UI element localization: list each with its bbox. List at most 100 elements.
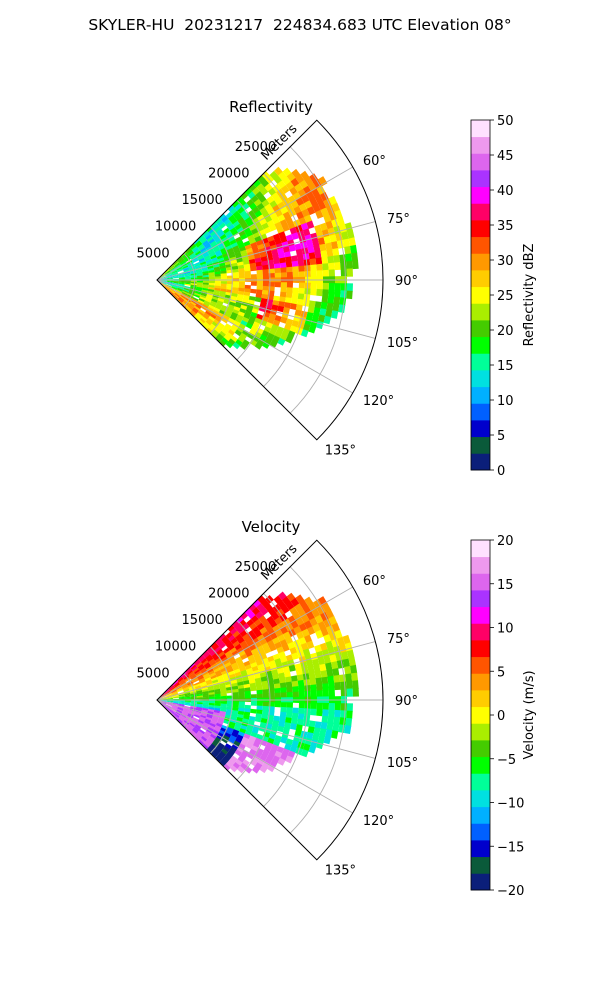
field-cell (182, 686, 189, 691)
field-cell (183, 255, 190, 260)
field-cell (259, 252, 267, 258)
field-cell (178, 283, 185, 286)
field-cell (261, 680, 268, 686)
field-cell (295, 304, 303, 312)
field-cell (242, 256, 249, 262)
field-cell (184, 696, 191, 699)
field-cell (237, 755, 245, 763)
field-cell (170, 288, 176, 293)
field-cell (309, 678, 317, 686)
field-cell (230, 627, 238, 635)
field-cell (219, 653, 227, 660)
field-cell (323, 735, 332, 745)
field-cell (236, 239, 244, 246)
field-cell (306, 240, 314, 248)
field-cell (323, 235, 332, 245)
field-cell (198, 245, 206, 251)
field-cell (169, 686, 175, 691)
field-cell (331, 730, 339, 739)
field-cell (298, 265, 305, 273)
field-cell (176, 709, 183, 713)
field-cell (177, 707, 184, 710)
field-cell (221, 250, 228, 256)
field-cell (166, 697, 173, 699)
field-cell (297, 259, 305, 267)
field-cell (207, 737, 214, 744)
colorbar-segment (471, 840, 490, 858)
field-cell (197, 299, 205, 305)
field-cell (207, 265, 214, 270)
field-cell (181, 723, 187, 729)
field-cell (205, 739, 212, 746)
field-cell (232, 210, 241, 218)
field-cell (331, 202, 341, 213)
field-cell (199, 259, 206, 264)
field-cell (255, 713, 263, 719)
field-cell (229, 659, 237, 666)
field-cell (207, 288, 215, 293)
field-cell (256, 603, 265, 612)
field-cell (221, 724, 228, 730)
field-cell (208, 670, 215, 676)
field-cell (200, 658, 208, 664)
field-cell (237, 311, 245, 317)
field-cell (262, 285, 269, 291)
field-cell (203, 312, 211, 318)
field-cell (250, 325, 259, 332)
field-cell (184, 299, 191, 304)
field-cell (225, 244, 233, 251)
field-cell (346, 688, 353, 697)
field-cell (186, 715, 193, 720)
field-cell (180, 680, 186, 686)
field-cell (197, 234, 204, 241)
field-cell (195, 708, 202, 712)
field-cell (203, 722, 210, 727)
field-cell (187, 713, 194, 718)
field-cell (206, 308, 213, 314)
field-cell (177, 287, 184, 291)
field-cell (205, 664, 212, 670)
field-cell (310, 690, 317, 698)
field-cell (201, 305, 208, 311)
field-cell (256, 685, 263, 691)
field-cell (188, 251, 195, 257)
field-cell (244, 187, 253, 196)
field-cell (196, 674, 204, 679)
field-cell (174, 713, 180, 718)
field-cell (166, 701, 173, 704)
field-cell (228, 250, 235, 256)
field-cell (215, 252, 223, 258)
field-cell (189, 289, 196, 293)
field-cell (166, 282, 173, 286)
field-cell (188, 265, 195, 270)
field-cell (316, 702, 323, 710)
field-cell (210, 751, 218, 759)
field-cell (178, 273, 185, 276)
field-cell (202, 700, 209, 704)
field-cell (211, 731, 218, 738)
field-cell (285, 297, 292, 304)
field-cell (219, 633, 226, 641)
field-cell (248, 678, 256, 684)
field-cell (190, 674, 197, 679)
field-cell (236, 314, 244, 321)
field-cell (235, 759, 243, 767)
field-cell (160, 276, 167, 279)
field-cell (327, 255, 335, 264)
field-cell (228, 634, 236, 642)
field-cell (286, 266, 293, 273)
field-cell (253, 253, 261, 260)
field-cell (178, 257, 184, 263)
field-cell (183, 269, 190, 273)
field-cell (284, 302, 291, 309)
field-cell (262, 264, 269, 270)
field-cell (229, 227, 237, 234)
field-cell (235, 656, 243, 663)
field-cell (184, 676, 191, 681)
field-cell (190, 721, 197, 726)
field-cell (280, 267, 287, 274)
field-cell (178, 297, 184, 303)
field-cell (173, 294, 179, 300)
field-cell (249, 633, 258, 641)
field-cell (172, 272, 179, 276)
